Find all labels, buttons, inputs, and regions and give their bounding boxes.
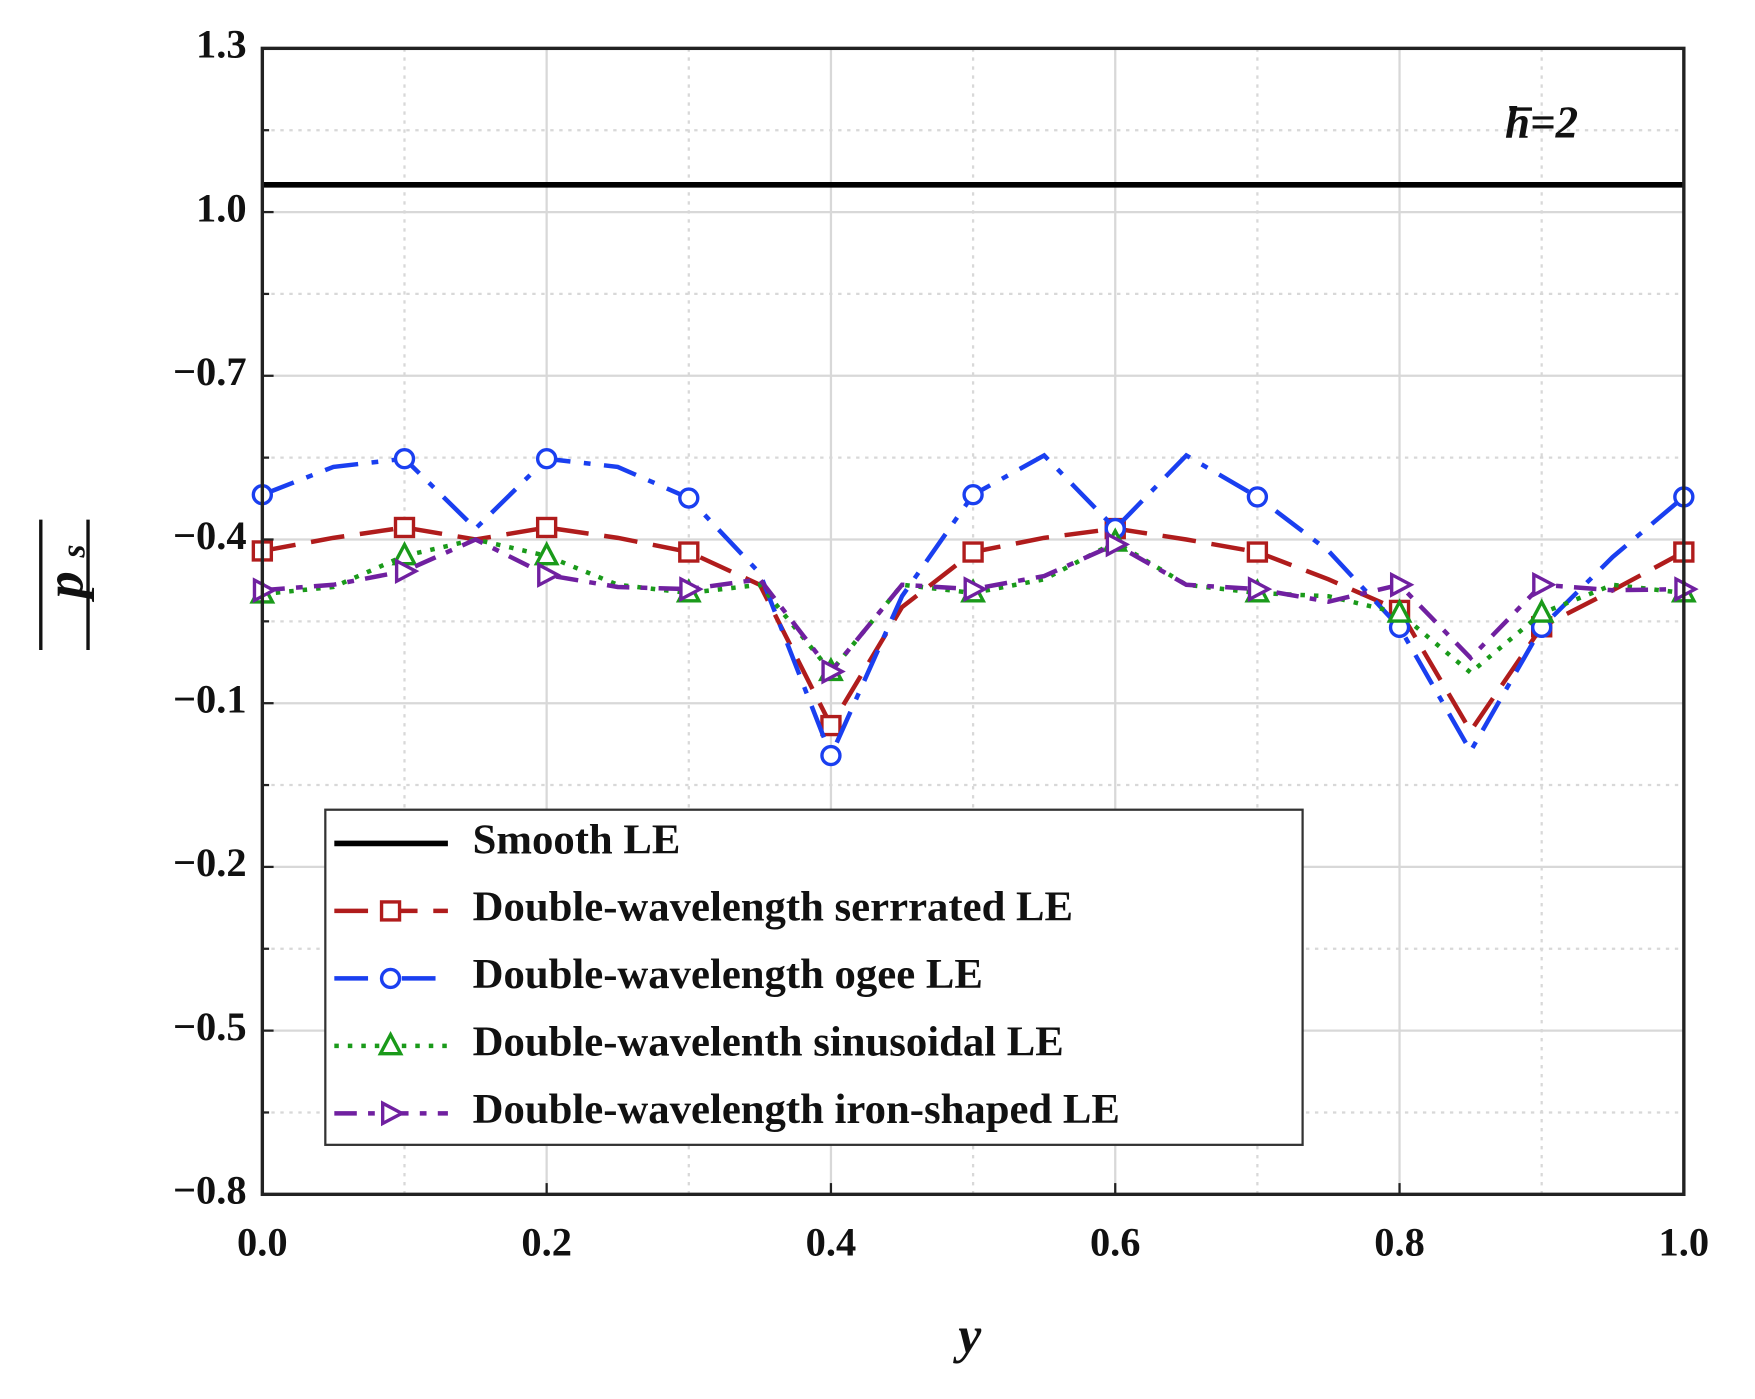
marker <box>379 967 402 990</box>
y-tick-label: −0.8 <box>173 1168 247 1213</box>
y-label-symbol: p <box>34 571 94 602</box>
legend-label: Double-wavelength iron-shaped LE <box>473 1086 1120 1133</box>
marker <box>962 484 984 506</box>
marker <box>1246 486 1269 508</box>
marker <box>820 744 842 767</box>
marker <box>393 448 416 470</box>
marker <box>377 1031 404 1056</box>
marker <box>1105 531 1131 558</box>
marker <box>820 714 842 737</box>
y-label-subscript: s <box>56 544 93 558</box>
marker <box>535 516 558 539</box>
y-tick-label: −0.2 <box>173 840 247 885</box>
y-axis-label: p s <box>34 519 94 651</box>
x-tick-label: 0.2 <box>521 1219 572 1264</box>
marker <box>379 900 402 922</box>
y-tick-label: −0.7 <box>173 349 247 394</box>
marker <box>678 541 700 563</box>
marker <box>1389 571 1415 598</box>
marker <box>962 541 984 563</box>
marker <box>394 558 420 585</box>
marker <box>537 562 562 588</box>
x-tick-label: 0.0 <box>237 1219 288 1264</box>
marker <box>1532 571 1557 598</box>
y-tick-label: −0.1 <box>173 676 247 721</box>
x-tick-label: 0.8 <box>1374 1219 1425 1264</box>
y-tick-label: 1.0 <box>196 185 247 230</box>
x-tick-label: 0.6 <box>1090 1219 1141 1264</box>
marker <box>393 516 416 539</box>
legend-label: Double-wavelength ogee LE <box>473 951 983 998</box>
marker <box>380 1100 406 1127</box>
legend-label: Smooth LE <box>473 816 681 863</box>
legend: Smooth LE Double-wavelength serrrated LE D… <box>334 816 1120 1133</box>
legend-label: Double-wavelenth sinusoidal LE <box>473 1019 1064 1066</box>
marker <box>535 448 558 470</box>
marker <box>678 487 700 509</box>
marker <box>1246 541 1269 563</box>
axes: 0.0 0.2 0.4 0.6 0.8 1.0 −0.8 −0.5 −0.2 −0.1 −0.4 −0… <box>173 22 1709 1265</box>
legend-label: Double-wavelength serrrated LE <box>473 884 1073 931</box>
marker <box>963 576 988 603</box>
marker <box>1247 576 1273 603</box>
marker <box>821 658 846 685</box>
marker <box>533 541 560 566</box>
y-tick-label: −0.4 <box>173 513 247 558</box>
y-tick-label: 1.3 <box>196 22 247 67</box>
marker <box>1386 598 1413 623</box>
marker <box>1528 598 1555 623</box>
marker <box>679 576 704 603</box>
y-tick-label: −0.5 <box>173 1004 247 1049</box>
annotation: h=2 <box>1505 97 1578 147</box>
x-tick-label: 0.4 <box>806 1219 857 1264</box>
x-tick-label: 1.0 <box>1659 1219 1710 1264</box>
legend-box <box>324 808 1304 1146</box>
